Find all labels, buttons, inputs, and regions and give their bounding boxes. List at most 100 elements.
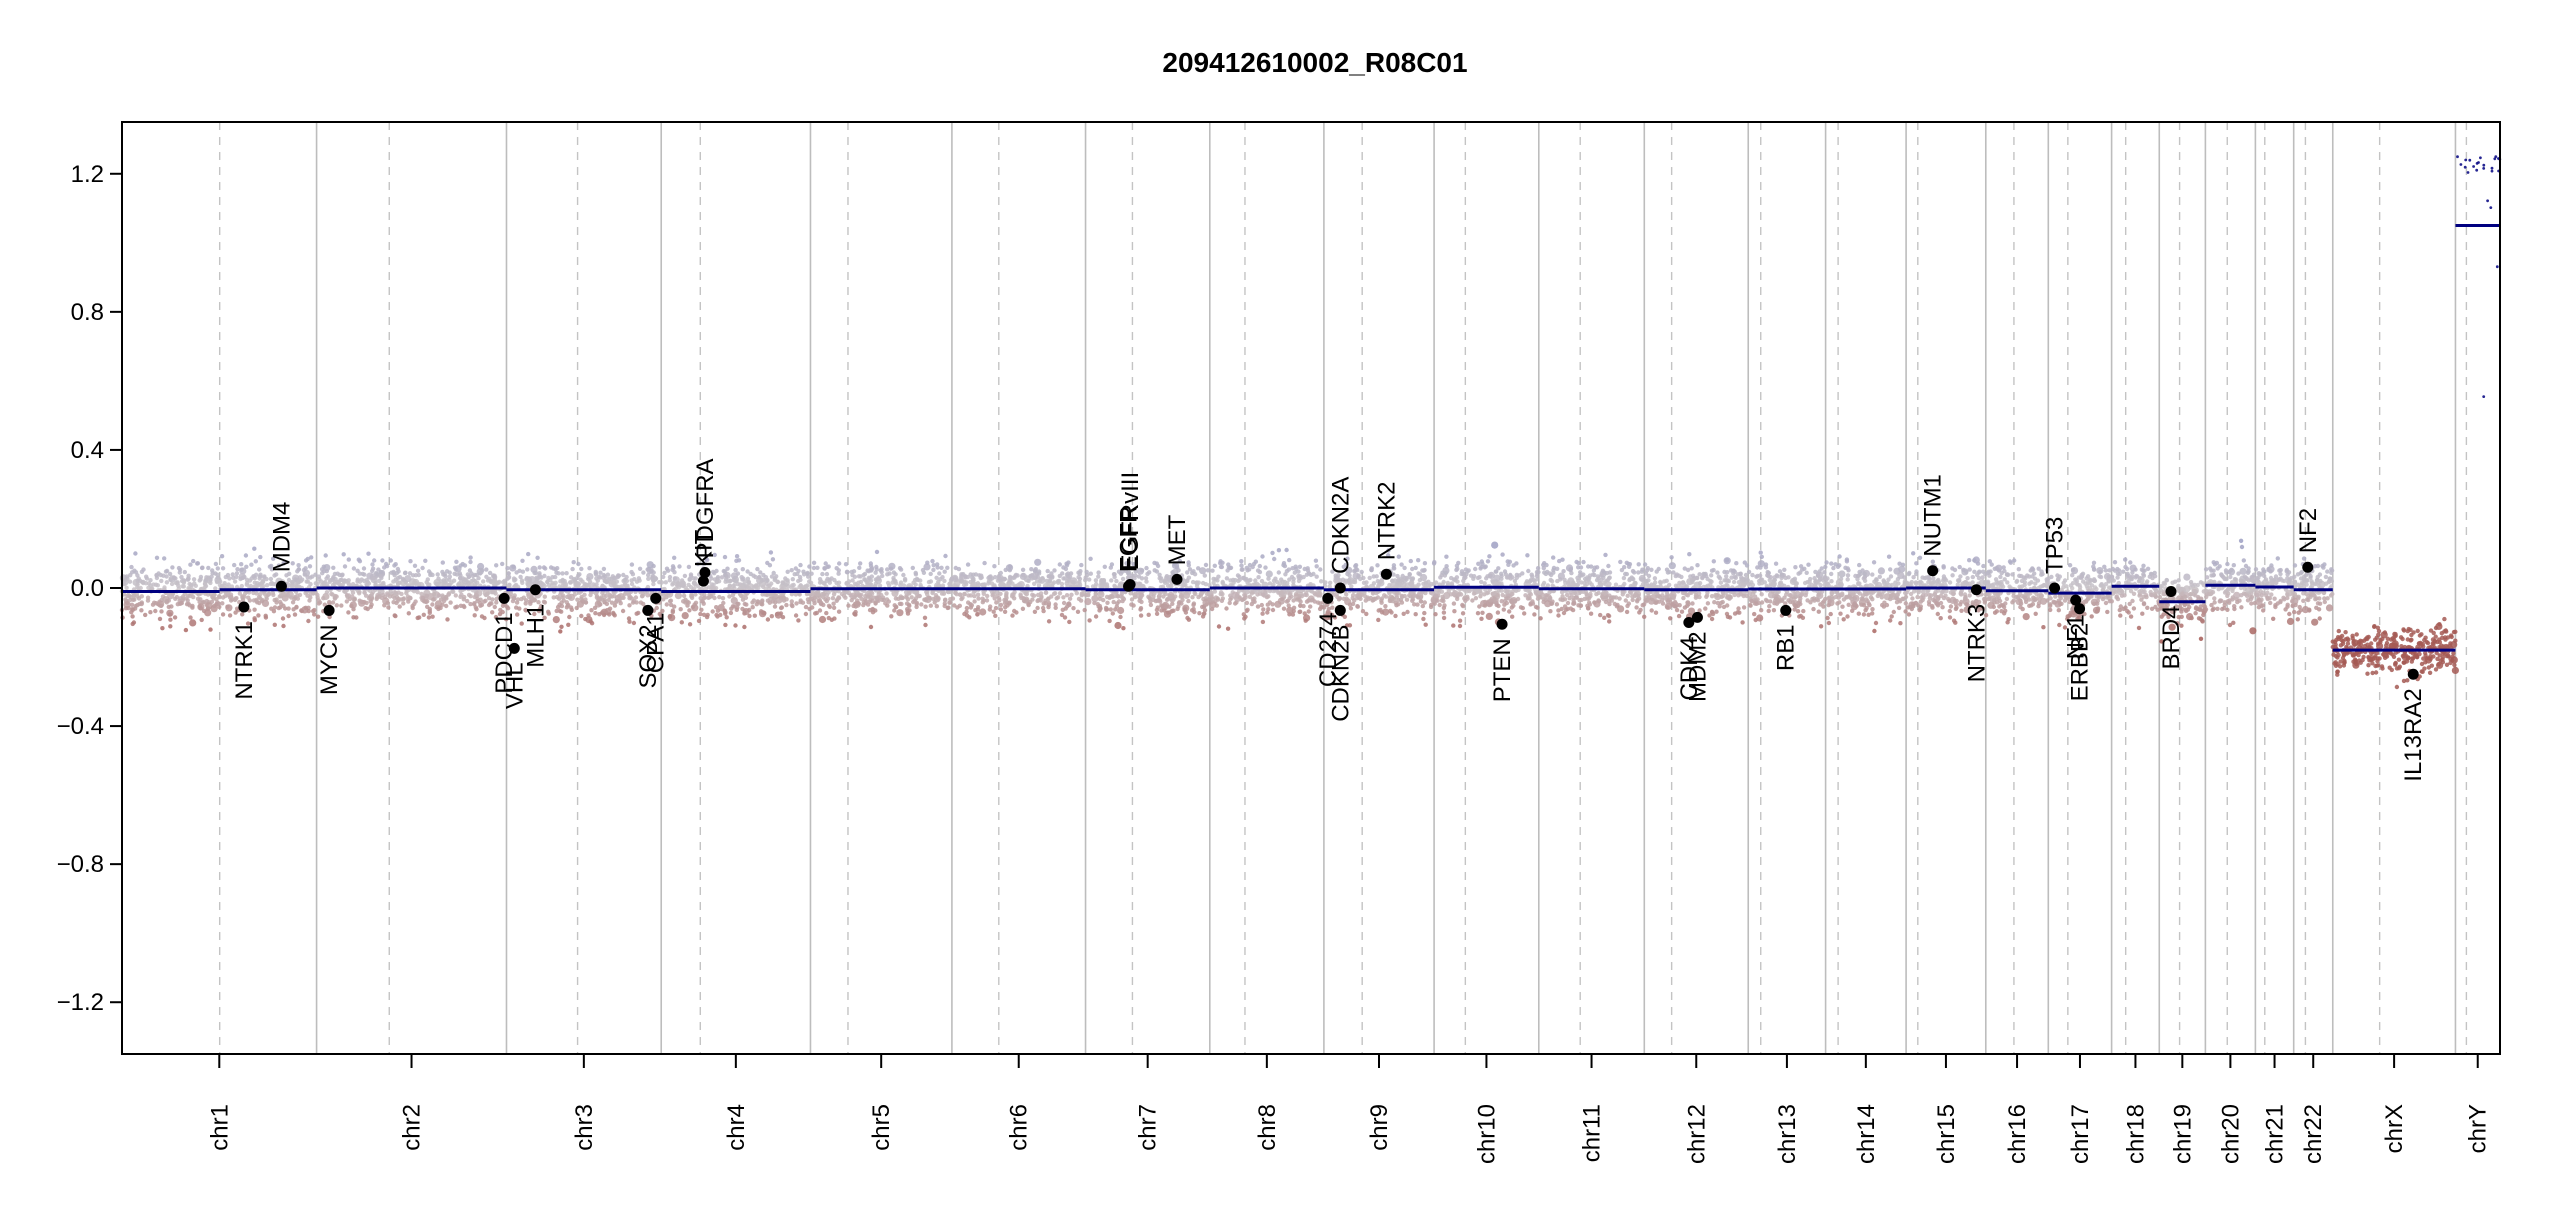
probe-point	[1684, 593, 1688, 597]
probe-point	[188, 563, 192, 567]
probe-point	[880, 598, 884, 602]
probe-point	[517, 569, 521, 573]
probe-point	[1111, 611, 1115, 615]
probe-point	[966, 562, 970, 566]
probe-point	[1669, 562, 1676, 569]
probe-point	[649, 569, 653, 573]
probe-point	[818, 580, 822, 584]
probe-point	[1204, 563, 1208, 567]
probe-point	[393, 613, 397, 617]
probe-point	[721, 596, 725, 600]
probe-point	[752, 598, 756, 602]
probe-point	[893, 579, 897, 583]
probe-point	[559, 625, 563, 629]
probe-point	[1732, 569, 1736, 573]
probe-point	[433, 579, 440, 586]
probe-point	[728, 579, 732, 583]
probe-point	[716, 575, 720, 579]
probe-point	[493, 605, 497, 609]
probe-point	[1294, 565, 1298, 569]
probe-point	[1376, 579, 1380, 583]
probe-point	[520, 581, 524, 585]
probe-point	[296, 563, 300, 567]
probe-point	[1712, 559, 1716, 563]
probe-point	[827, 616, 831, 620]
probe-point	[613, 576, 617, 580]
probe-point	[602, 567, 606, 571]
probe-point	[1318, 567, 1322, 571]
probe-point	[358, 599, 362, 603]
probe-point	[1715, 570, 1719, 574]
probe-point	[910, 595, 914, 599]
probe-point	[311, 591, 315, 595]
probe-point	[911, 581, 915, 585]
probe-point	[1099, 578, 1106, 585]
probe-point	[1388, 609, 1392, 613]
probe-point	[815, 566, 819, 570]
probe-point	[1442, 603, 1446, 607]
probe-point	[994, 606, 998, 610]
probe-point	[1704, 595, 1708, 599]
probe-point	[167, 598, 171, 602]
probe-point	[664, 580, 668, 584]
probe-point	[1457, 592, 1461, 596]
probe-point	[226, 573, 230, 577]
probe-point	[968, 602, 972, 606]
probe-point	[1504, 596, 1508, 600]
probe-point	[590, 621, 594, 625]
probe-point	[1607, 614, 1611, 618]
probe-point	[561, 578, 565, 582]
probe-point	[468, 555, 472, 559]
probe-point	[1046, 569, 1050, 573]
probe-point	[315, 593, 319, 597]
probe-point	[1604, 600, 1608, 604]
probe-point	[829, 576, 833, 580]
probe-point	[422, 613, 426, 617]
probe-point	[1610, 599, 1614, 603]
probe-point	[1240, 567, 1244, 571]
probe-point	[731, 593, 735, 597]
probe-point	[819, 616, 826, 623]
probe-point	[158, 617, 162, 621]
probe-point	[1155, 569, 1159, 573]
probe-point	[1590, 582, 1594, 586]
probe-point	[948, 581, 952, 585]
probe-point	[131, 622, 135, 626]
probe-point	[675, 592, 682, 599]
probe-point	[459, 593, 463, 597]
probe-point	[534, 571, 538, 575]
probe-point	[133, 551, 137, 555]
probe-point	[1217, 624, 1221, 628]
probe-point	[1444, 571, 1448, 575]
probe-point	[925, 561, 929, 565]
probe-point	[335, 580, 339, 584]
probe-point	[1392, 563, 1396, 567]
probe-point	[1491, 542, 1498, 549]
probe-point	[850, 570, 854, 574]
probe-point	[1505, 589, 1509, 593]
probe-point	[1037, 571, 1041, 575]
probe-point	[428, 607, 432, 611]
probe-point	[1547, 571, 1551, 575]
probe-point	[922, 571, 926, 575]
probe-point	[1137, 599, 1141, 603]
probe-point	[1220, 565, 1224, 569]
probe-point	[760, 578, 764, 582]
probe-point	[1268, 600, 1272, 604]
probe-point	[1372, 574, 1376, 578]
probe-point	[1472, 591, 1476, 595]
probe-point	[370, 569, 374, 573]
probe-point	[220, 601, 224, 605]
probe-point	[1010, 613, 1014, 617]
probe-point	[366, 552, 370, 556]
probe-point	[1874, 621, 1878, 625]
probe-point	[1618, 560, 1622, 564]
probe-points	[120, 155, 2501, 689]
probe-point	[380, 558, 384, 562]
probe-point	[469, 582, 473, 586]
probe-point	[687, 608, 691, 612]
probe-point	[1107, 619, 1111, 623]
probe-point	[863, 578, 867, 582]
probe-point	[1024, 598, 1028, 602]
probe-point	[885, 567, 889, 571]
